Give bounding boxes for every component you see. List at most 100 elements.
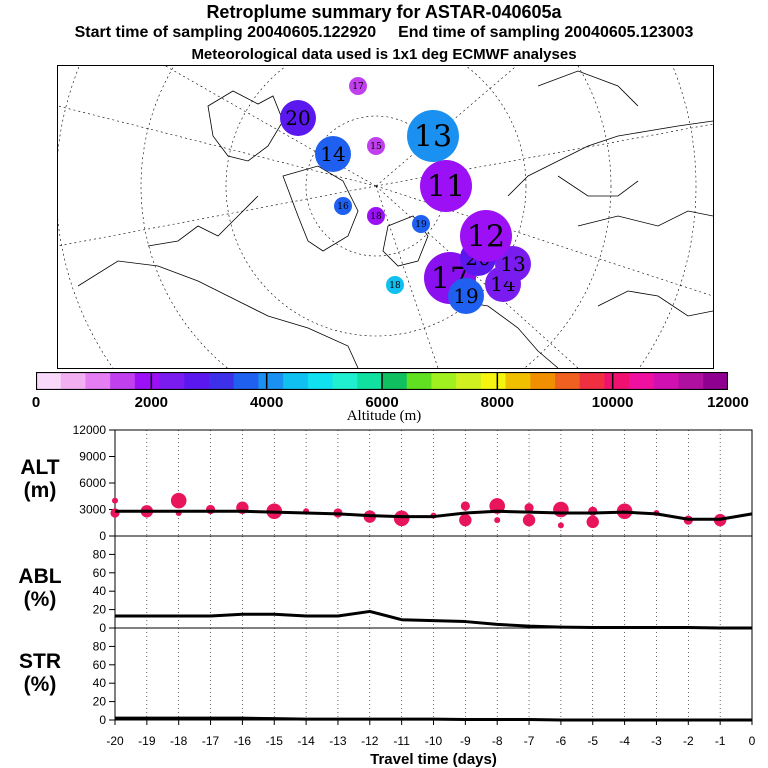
x-tick-label: -10 <box>425 734 443 748</box>
abl-panel: 0 20 40 60 80 <box>93 535 753 635</box>
altitude-marker <box>460 501 470 511</box>
abl-title-line2: (%) <box>23 588 57 611</box>
colorbar-swatch <box>85 372 111 390</box>
x-tick-label: -8 <box>492 734 503 748</box>
altitude-marker <box>459 513 472 527</box>
colorbar-tick-label: 12000 <box>707 394 749 411</box>
abl-panel-title: ABL (%) <box>0 565 80 611</box>
cluster-label: 12 <box>467 220 505 255</box>
colorbar-swatch <box>233 372 259 390</box>
y-tick-label: 0 <box>99 713 106 727</box>
cluster-label: 20 <box>285 106 310 130</box>
plume-cluster: 15 <box>367 137 385 155</box>
y-tick-label: 0 <box>99 621 106 635</box>
cluster-circle <box>420 160 472 212</box>
altitude-marker <box>557 522 564 529</box>
abl-line <box>115 609 752 630</box>
colorbar-swatch <box>629 372 655 390</box>
cluster-circle <box>367 137 385 155</box>
cluster-label: 18 <box>370 212 382 222</box>
colorbar-tick-label: 2000 <box>134 394 169 411</box>
y-tick-label: 12000 <box>73 423 107 437</box>
colorbar-tick-label: 4000 <box>249 394 284 411</box>
chart-title: Retroplume summary for ASTAR-040605a <box>206 2 562 22</box>
cluster-label: 16 <box>337 202 349 212</box>
colorbar-swatch <box>159 372 185 390</box>
abl-title-line1: ABL <box>18 565 62 588</box>
x-tick-label: -9 <box>460 734 471 748</box>
cluster-circle <box>460 210 512 262</box>
cluster-label: 13 <box>500 252 525 276</box>
cluster-circle <box>407 110 459 162</box>
colorbar-swatch <box>480 372 507 390</box>
cluster-circle <box>315 136 351 172</box>
colorbar-tick-label: 10000 <box>591 394 634 411</box>
y-tick-label: 9000 <box>79 450 106 464</box>
colorbar-swatch <box>357 372 383 390</box>
x-tick-label: -20 <box>106 734 124 748</box>
x-tick-label: -19 <box>138 734 156 748</box>
x-tick-label: -16 <box>234 734 252 748</box>
plume-cluster: 16 <box>334 197 352 215</box>
colorbar-swatch <box>703 372 728 390</box>
colorbar-swatch <box>431 372 457 390</box>
x-axis-label: Travel time (days) <box>370 751 497 768</box>
colorbar-swatch <box>209 372 235 390</box>
altitude-colorbar <box>36 372 728 390</box>
cluster-label: 14 <box>320 142 345 166</box>
plume-cluster: 12 <box>460 210 512 262</box>
x-tick-label: -18 <box>170 734 188 748</box>
colorbar-swatch <box>332 372 358 390</box>
cluster-circle <box>412 215 430 233</box>
colorbar-swatch <box>505 372 531 390</box>
colorbar-swatch <box>579 372 605 390</box>
y-tick-label: 60 <box>93 566 107 580</box>
altitude-marker <box>553 501 569 518</box>
x-tick-label: -2 <box>683 734 694 748</box>
plume-cluster: 11 <box>420 160 472 212</box>
cluster-label: 19 <box>453 284 478 308</box>
colorbar-tick-label: 0 <box>31 394 41 411</box>
cluster-label: 19 <box>415 220 427 230</box>
cluster-label: 18 <box>389 281 401 291</box>
colorbar-label: Altitude (m) <box>346 408 422 424</box>
x-tick-label: -15 <box>266 734 284 748</box>
alt-panel: 0 3000 6000 9000 12000 <box>73 423 753 543</box>
plume-cluster: 19 <box>448 278 484 314</box>
alt-title-line1: ALT <box>20 456 60 479</box>
str-panel-title: STR (%) <box>0 650 80 696</box>
alt-title-line2: (m) <box>23 479 57 502</box>
cluster-label: 13 <box>414 120 452 155</box>
plume-cluster: 19 <box>412 215 430 233</box>
polar-map-svg: 17191420131211181615142019131817 <box>58 66 713 368</box>
x-tick-label: -4 <box>619 734 630 748</box>
colorbar-swatch <box>110 372 136 390</box>
plume-cluster: 14 <box>315 136 351 172</box>
plume-cluster: 18 <box>367 207 385 225</box>
colorbar-swatch <box>678 372 704 390</box>
cluster-label: 15 <box>370 142 382 152</box>
colorbar-swatch <box>134 372 161 390</box>
y-tick-label: 80 <box>93 547 107 561</box>
sampling-times: Start time of sampling 20040605.122920 En… <box>0 24 768 42</box>
str-title-line2: (%) <box>23 673 57 696</box>
cluster-circle <box>495 246 531 282</box>
colorbar-swatch <box>283 372 309 390</box>
timeseries-plots: 030006000900012000020406080020406080-20-… <box>73 423 756 768</box>
y-tick-label: 3000 <box>79 503 106 517</box>
altitude-marker <box>586 515 599 529</box>
x-tick-label: -11 <box>393 734 410 748</box>
panel-frame <box>114 535 753 629</box>
x-tick-label: -13 <box>329 734 347 748</box>
met-data-label: Meteorological data used is 1x1 deg ECMW… <box>191 46 577 63</box>
altitude-marker <box>393 510 410 527</box>
x-tick-label: -12 <box>361 734 379 748</box>
colorbar-swatch <box>258 372 284 390</box>
y-tick-label: 40 <box>93 676 107 690</box>
cluster-layer: 17191420131211181615142019131817 <box>280 77 531 314</box>
colorbar-swatch <box>604 372 630 390</box>
cluster-circle <box>367 207 385 225</box>
altitude-marker <box>522 513 536 527</box>
cluster-circle <box>386 276 404 294</box>
str-line <box>115 716 752 722</box>
